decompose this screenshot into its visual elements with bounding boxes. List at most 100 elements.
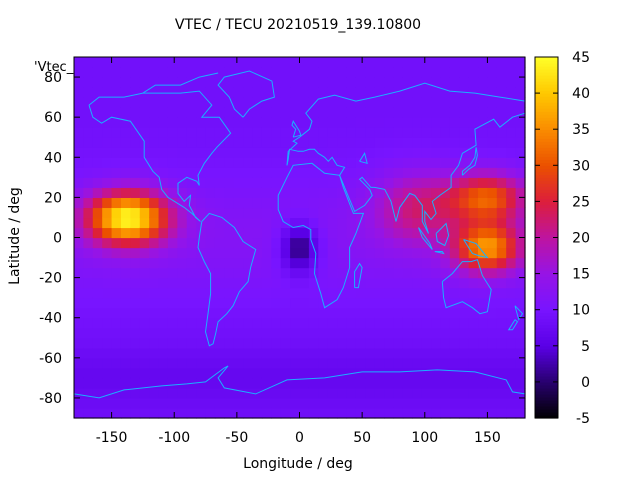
heatmap-cell xyxy=(308,157,319,168)
heatmap-cell xyxy=(412,407,423,419)
colorbar-segment xyxy=(535,162,558,166)
heatmap-cell xyxy=(158,197,169,209)
heatmap-cell xyxy=(346,227,357,239)
heatmap-cell xyxy=(365,287,376,299)
heatmap-cell xyxy=(111,357,122,369)
heatmap-cell xyxy=(224,367,235,379)
heatmap-cell xyxy=(83,317,94,329)
heatmap-cell xyxy=(374,257,385,269)
heatmap-cell xyxy=(346,147,357,158)
heatmap-cell xyxy=(214,347,225,359)
colorbar-segment xyxy=(535,267,558,272)
heatmap-cell xyxy=(478,297,489,309)
heatmap-cell xyxy=(421,397,432,409)
heatmap-cell xyxy=(374,207,385,219)
heatmap-cell xyxy=(196,87,207,98)
heatmap-cell xyxy=(374,397,385,409)
heatmap-cell xyxy=(214,247,225,259)
colorbar-segment xyxy=(535,291,558,296)
heatmap-cell xyxy=(393,107,404,118)
heatmap-cell xyxy=(205,207,216,219)
heatmap-cell xyxy=(478,317,489,329)
heatmap-cell xyxy=(412,327,423,339)
heatmap-cell xyxy=(384,127,395,138)
heatmap-cell xyxy=(224,237,235,249)
heatmap-cell xyxy=(139,107,150,118)
heatmap-cell xyxy=(158,127,169,138)
heatmap-cell xyxy=(337,137,348,148)
heatmap-cell xyxy=(327,247,338,259)
heatmap-cell xyxy=(111,227,122,239)
heatmap-cell xyxy=(421,177,432,188)
heatmap-cell xyxy=(167,267,178,279)
heatmap-cell xyxy=(459,67,470,78)
heatmap-cell xyxy=(299,97,310,108)
heatmap-cell xyxy=(308,357,319,369)
heatmap-cell xyxy=(205,67,216,78)
heatmap-cell xyxy=(337,197,348,209)
heatmap-cell xyxy=(402,287,413,299)
heatmap-cell xyxy=(468,347,479,359)
heatmap-cell xyxy=(120,137,131,148)
heatmap-cell xyxy=(196,237,207,249)
heatmap-cell xyxy=(271,207,282,219)
heatmap-cell xyxy=(468,257,479,269)
heatmap-cell xyxy=(74,157,84,168)
heatmap-cell xyxy=(196,147,207,158)
heatmap-cell xyxy=(83,257,94,269)
heatmap-cell xyxy=(243,167,254,178)
coastline-path xyxy=(291,119,302,138)
heatmap-cell xyxy=(487,207,498,219)
colorbar-segment xyxy=(535,249,558,254)
heatmap-cell xyxy=(299,337,310,349)
heatmap-cell xyxy=(158,97,169,108)
heatmap-cell xyxy=(74,377,84,389)
heatmap-cell xyxy=(280,257,291,269)
heatmap-cell xyxy=(120,147,131,158)
heatmap-cell xyxy=(440,397,451,409)
heatmap-cell xyxy=(478,347,489,359)
heatmap-cell xyxy=(214,217,225,229)
colorbar-segment xyxy=(535,78,558,82)
heatmap-cell xyxy=(402,267,413,279)
heatmap-cell xyxy=(130,397,141,409)
heatmap-cell xyxy=(440,117,451,128)
heatmap-cell xyxy=(318,327,329,339)
heatmap-cell xyxy=(167,57,178,68)
heatmap-cell xyxy=(318,127,329,138)
heatmap-cell xyxy=(111,147,122,158)
heatmap-cell xyxy=(431,267,442,279)
heatmap-cell xyxy=(478,327,489,339)
heatmap-cell xyxy=(299,277,310,289)
heatmap-cell xyxy=(214,177,225,188)
heatmap-cell xyxy=(412,357,423,369)
heatmap-cell xyxy=(412,67,423,78)
heatmap-cell xyxy=(449,247,460,259)
heatmap-cell xyxy=(167,327,178,339)
heatmap-cell xyxy=(506,177,517,188)
heatmap-cell xyxy=(74,147,84,158)
heatmap-cell xyxy=(384,157,395,168)
heatmap-cell xyxy=(290,107,301,118)
heatmap-cell xyxy=(243,207,254,219)
coastline-path xyxy=(434,251,445,255)
colorbar-segment xyxy=(535,348,558,353)
heatmap-cell xyxy=(487,117,498,128)
heatmap-cell xyxy=(421,87,432,98)
heatmap-cell xyxy=(506,107,517,118)
heatmap-cell xyxy=(421,377,432,389)
heatmap-cell xyxy=(149,387,160,399)
heatmap-cell xyxy=(487,77,498,88)
heatmap-cell xyxy=(177,287,188,299)
colorbar-segment xyxy=(535,174,558,178)
heatmap-cell xyxy=(440,347,451,359)
heatmap-cell xyxy=(130,307,141,319)
heatmap-cell xyxy=(130,357,141,369)
heatmap-cell xyxy=(102,147,113,158)
heatmap-cell xyxy=(496,157,507,168)
heatmap-cell xyxy=(327,377,338,389)
heatmap-cell xyxy=(102,307,113,319)
heatmap-cell xyxy=(496,287,507,299)
heatmap-cell xyxy=(459,377,470,389)
heatmap-cell xyxy=(496,97,507,108)
